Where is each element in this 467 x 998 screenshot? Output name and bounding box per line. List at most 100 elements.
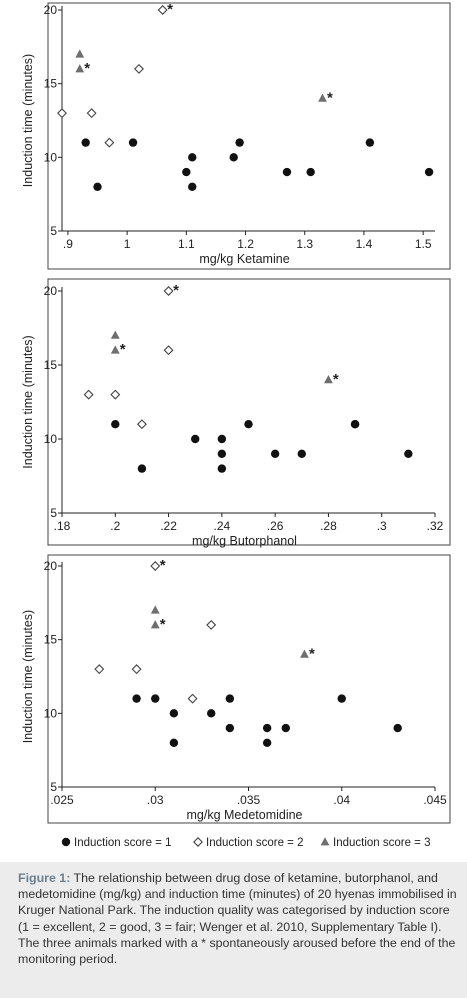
- data-point-circle: [424, 167, 434, 177]
- data-point-diamond: [110, 389, 121, 400]
- y-axis-label: Induction time (minutes): [21, 54, 35, 187]
- data-point-circle: [244, 420, 253, 429]
- series-diamond: *: [57, 1, 173, 148]
- data-point-triangle: [318, 93, 327, 102]
- series-circle: [81, 138, 434, 191]
- data-point-circle: [393, 723, 402, 733]
- y-tick-label: 20: [44, 3, 58, 17]
- x-axis-label: mg/kg Butorphanol: [192, 534, 297, 548]
- aroused-asterisk: *: [120, 341, 126, 358]
- legend: Induction score = 1 Induction score = 2 In…: [61, 837, 431, 849]
- data-point-circle: [350, 420, 360, 429]
- legend-label: Induction score = 2: [206, 837, 304, 849]
- aroused-asterisk: *: [309, 645, 315, 662]
- x-tick-label: 1.3: [296, 237, 313, 251]
- data-point-circle: [188, 153, 197, 162]
- panel-frame: [47, 2, 451, 270]
- legend-diamond-icon: [193, 837, 203, 847]
- data-point-circle: [217, 464, 227, 473]
- data-point-circle: [93, 182, 102, 191]
- data-point-circle: [282, 167, 292, 177]
- x-tick-label: .035: [237, 793, 261, 807]
- legend-circle-icon: [61, 837, 71, 847]
- x-tick-label: .9: [63, 237, 73, 251]
- data-point-circle: [235, 138, 244, 147]
- x-tick-label: .03: [147, 793, 164, 807]
- data-point-diamond: [163, 345, 174, 356]
- caption-text: The relationship between drug dose of ke…: [18, 871, 457, 967]
- data-point-circle: [217, 449, 227, 458]
- y-tick-label: 5: [50, 780, 57, 794]
- x-tick-label: 1.1: [178, 237, 195, 251]
- aroused-asterisk: *: [167, 1, 173, 18]
- chart-panel-2: 5 10 15 20 .18 .2 .22 .24 .26 .28 .3 .32 mg/kg Butor…: [21, 278, 451, 548]
- x-tick-label: .18: [54, 519, 71, 533]
- data-point-circle: [262, 723, 272, 733]
- data-point-triangle: [75, 49, 85, 58]
- y-tick-label: 15: [44, 358, 58, 372]
- data-point-circle: [306, 167, 315, 177]
- y-axis-label: Induction time (minutes): [21, 610, 35, 743]
- data-point-circle: [191, 434, 200, 444]
- data-point-circle: [297, 449, 306, 458]
- data-point-circle: [225, 723, 235, 733]
- x-tick-label: 1: [124, 237, 131, 251]
- panel-frame: [47, 278, 451, 546]
- x-tick-label: .04: [333, 793, 350, 807]
- chart-panel-3: 5 10 15 20 .025 .03 .035 .04 .045 mg/kg Medetomid…: [21, 554, 451, 824]
- series-circle: [111, 420, 413, 473]
- aroused-asterisk: *: [173, 282, 179, 299]
- data-point-circle: [217, 434, 227, 444]
- data-point-triangle: [150, 605, 160, 614]
- y-tick-label: 20: [44, 559, 58, 573]
- legend-label: Induction score = 1: [74, 837, 172, 849]
- aroused-asterisk: *: [84, 60, 90, 77]
- data-point-diamond: [206, 619, 217, 630]
- data-point-diamond: [83, 389, 94, 400]
- data-point-diamond: [104, 137, 115, 148]
- series-triangle: **: [110, 330, 339, 388]
- data-point-diamond: [150, 561, 161, 571]
- data-point-circle: [169, 709, 179, 718]
- y-tick-label: 20: [44, 284, 58, 298]
- x-axis-label: mg/kg Ketamine: [199, 252, 289, 266]
- data-point-diamond: [163, 286, 174, 296]
- data-point-diamond: [136, 419, 147, 430]
- panel-frame: [47, 554, 451, 824]
- figure-panels: 5 10 15 20 .9 1 1.1 1.2 1.3 1.4 1.5 mg/kg Ketamine I…: [21, 1, 451, 849]
- y-tick-label: 15: [44, 633, 58, 647]
- data-point-triangle: [324, 375, 333, 384]
- data-point-circle: [151, 694, 160, 703]
- data-point-triangle: [300, 649, 309, 658]
- aroused-asterisk: *: [160, 616, 166, 633]
- data-point-circle: [225, 694, 235, 703]
- aroused-asterisk: *: [333, 371, 339, 388]
- caption-lead: Figure 1:: [18, 871, 71, 885]
- data-point-circle: [337, 694, 346, 703]
- y-axis-label: Induction time (minutes): [21, 335, 35, 468]
- x-tick-label: .32: [427, 519, 444, 533]
- y-tick-label: 5: [50, 506, 57, 520]
- x-tick-label: .24: [214, 519, 231, 533]
- aroused-asterisk: *: [160, 557, 166, 574]
- x-tick-label: .26: [267, 519, 284, 533]
- legend-triangle-icon: [320, 837, 330, 846]
- data-point-circle: [270, 449, 280, 458]
- data-point-circle: [132, 694, 141, 703]
- data-point-triangle: [150, 620, 160, 629]
- chart-panel-1: 5 10 15 20 .9 1 1.1 1.2 1.3 1.4 1.5 mg/kg Ketamine I…: [21, 1, 451, 270]
- data-point-triangle: [75, 64, 85, 73]
- data-point-diamond: [133, 63, 144, 74]
- y-tick-label: 15: [44, 77, 58, 91]
- data-point-circle: [182, 167, 191, 177]
- data-point-triangle: [110, 330, 120, 339]
- data-point-circle: [81, 138, 90, 147]
- data-point-circle: [281, 723, 290, 733]
- y-tick-label: 10: [44, 432, 58, 446]
- data-point-diamond: [86, 108, 97, 119]
- series-diamond: *: [83, 282, 179, 430]
- figure-caption: Figure 1: The relationship between drug …: [0, 862, 467, 998]
- data-point-circle: [111, 420, 120, 429]
- x-axis-label: mg/kg Medetomidine: [186, 808, 302, 822]
- data-point-circle: [188, 182, 197, 191]
